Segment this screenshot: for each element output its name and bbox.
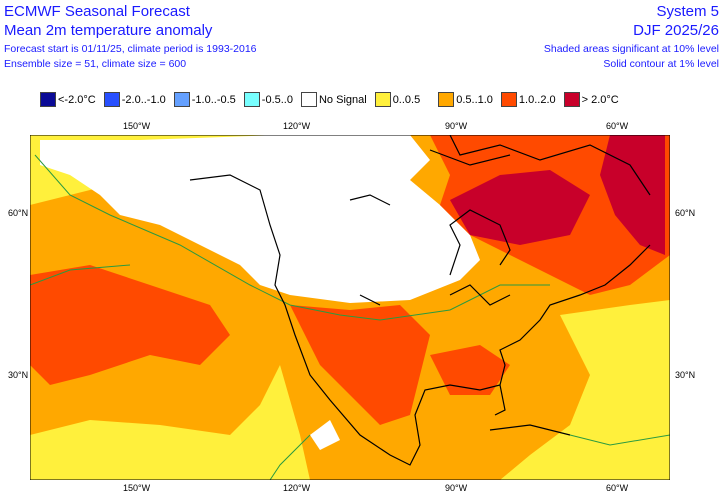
system-label: System 5 — [656, 3, 719, 20]
lon-tick-top: 90°W — [445, 121, 468, 131]
lat-tick-right: 30°N — [675, 370, 696, 380]
lon-tick-bottom: 60°W — [606, 483, 629, 493]
legend-swatch — [300, 92, 317, 107]
legend-item: 1.0..2.0 — [500, 92, 556, 107]
yellow-region-south — [30, 365, 310, 480]
lon-tick-bottom: 120°W — [283, 483, 311, 493]
white-patch-mexico — [310, 420, 340, 450]
anomaly-map — [30, 135, 670, 480]
lat-tick-right: 60°N — [675, 208, 696, 218]
lon-tick-top: 120°W — [283, 121, 311, 131]
legend-swatch — [563, 92, 580, 107]
legend-label: -1.0..-0.5 — [191, 93, 236, 106]
significance-contour — [30, 154, 670, 480]
legend-item: -0.5..0 — [243, 92, 293, 107]
legend-item: -1.0..-0.5 — [173, 92, 236, 107]
lat-tick-left: 30°N — [8, 370, 29, 380]
legend-item: -2.0..-1.0 — [103, 92, 166, 107]
red-region-pacific — [30, 265, 230, 385]
dark-red-region-labrador — [600, 135, 665, 255]
legend-label: -2.0..-1.0 — [121, 93, 166, 106]
legend-swatch — [438, 92, 455, 107]
red-region-southwest — [290, 305, 430, 425]
season-label: DJF 2025/26 — [633, 22, 719, 39]
title: ECMWF Seasonal Forecast — [4, 3, 190, 20]
coastline — [189, 135, 651, 466]
legend-label: > 2.0°C — [581, 93, 619, 106]
no-signal-region — [40, 135, 480, 303]
significance-note: Shaded areas significant at 10% level — [543, 43, 719, 55]
lon-tick-bottom: 90°W — [445, 483, 468, 493]
legend-item: No Signal — [300, 92, 367, 107]
legend-item: 0.5..1.0 — [438, 92, 493, 107]
legend-swatch — [374, 92, 391, 107]
red-region-gulf — [430, 345, 510, 395]
legend-swatch — [173, 92, 190, 107]
lon-tick-top: 60°W — [606, 121, 629, 131]
ensemble-size: Ensemble size = 51, climate size = 600 — [4, 58, 187, 70]
subtitle: Mean 2m temperature anomaly — [4, 22, 213, 39]
legend-swatch — [243, 92, 260, 107]
lat-tick-left: 60°N — [8, 208, 29, 218]
lon-tick-bottom: 150°W — [123, 483, 151, 493]
legend-swatch — [500, 92, 517, 107]
legend-item: <-2.0°C — [40, 92, 96, 107]
legend-item: 0..0.5 — [374, 92, 421, 107]
legend-swatch — [40, 92, 56, 107]
yellow-region-east — [500, 300, 670, 480]
lon-tick-top: 150°W — [123, 121, 151, 131]
dark-red-region-hudson — [450, 170, 590, 245]
legend: <-2.0°C -2.0..-1.0 -1.0..-0.5 -0.5..0 No… — [40, 92, 627, 107]
contour-note: Solid contour at 1% level — [603, 58, 719, 70]
legend-label: No Signal — [318, 93, 367, 106]
legend-item: > 2.0°C — [563, 92, 619, 107]
legend-label: <-2.0°C — [58, 93, 96, 106]
legend-label: -0.5..0 — [261, 93, 293, 106]
forecast-start: Forecast start is 01/11/25, climate peri… — [4, 43, 257, 55]
legend-label: 0..0.5 — [392, 93, 421, 106]
legend-swatch — [103, 92, 120, 107]
legend-label: 0.5..1.0 — [456, 93, 493, 106]
legend-label: 1.0..2.0 — [518, 93, 556, 106]
